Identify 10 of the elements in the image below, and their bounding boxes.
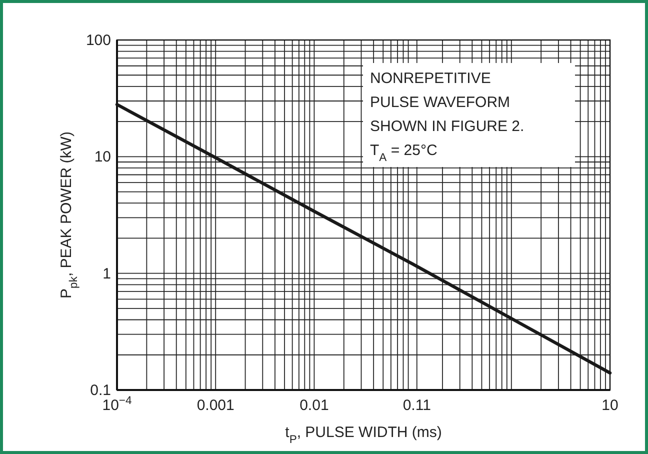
x-axis-title: t$_{P}$, PULSE WIDTH (ms) [285,424,442,446]
x-tick-label: 0.11 [402,397,431,414]
y-tick-label: 100 [86,32,111,49]
x-tick-label: 0.001 [196,397,234,414]
y-tick-label: 1 [102,265,111,282]
y-tick-label: 10 [94,148,111,166]
annotation: NONREPETITIVE PULSE WAVEFORM SHOWN IN FIGURE 2. T$_{A}$ = 25°C [370,70,524,164]
note-box: NONREPETITIVE PULSE WAVEFORM SHOWN IN FIGURE 2. T$_{A}$ = 25°C [363,63,575,167]
x-tick-label: 10 [602,397,618,414]
x-tick-label: 0.01 [300,397,329,414]
